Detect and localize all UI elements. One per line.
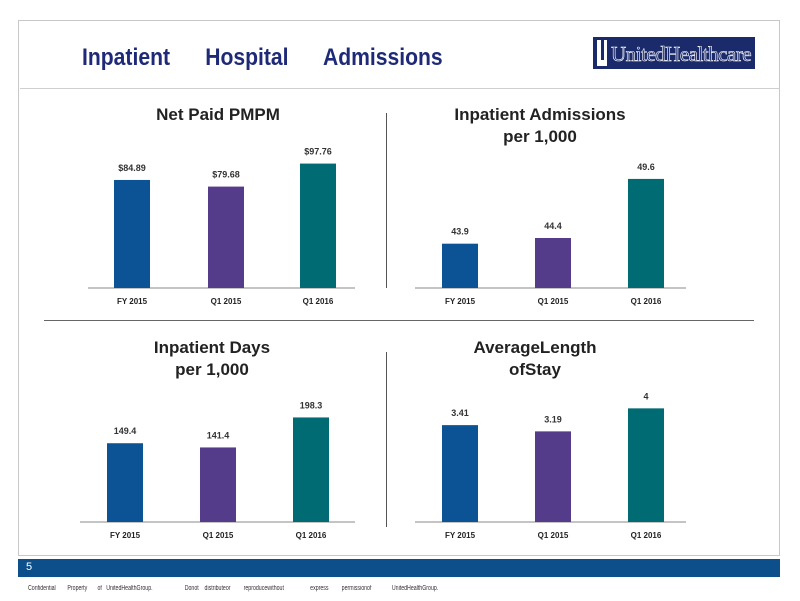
bar [300, 163, 336, 288]
category-tick-label: Q1 2016 [296, 531, 327, 540]
bar [107, 443, 143, 522]
data-label: 43.9 [451, 227, 469, 237]
bar [200, 447, 236, 522]
confidentiality-notice: Confidential Property of UnitedHealthGro… [28, 585, 439, 592]
category-tick-label: FY 2015 [110, 531, 141, 540]
chart-title: Inpatient Days [154, 338, 270, 357]
data-label: 141.4 [207, 430, 230, 440]
data-label: 4 [643, 391, 648, 401]
page-number: 5 [26, 561, 33, 573]
chart-row-divider [44, 320, 754, 321]
category-tick-label: Q1 2015 [211, 297, 242, 306]
bar [535, 238, 571, 288]
data-label: $97.76 [304, 147, 332, 157]
data-label: 3.19 [544, 414, 562, 424]
chart-column-divider-top [386, 113, 387, 288]
chart-title: Net Paid PMPM [156, 105, 280, 124]
bar [628, 408, 664, 522]
bar [535, 431, 571, 522]
data-label: $84.89 [118, 163, 146, 173]
data-label: $79.68 [212, 170, 240, 180]
category-tick-label: FY 2015 [445, 297, 476, 306]
data-label: 3.41 [451, 408, 469, 418]
category-tick-label: Q1 2015 [538, 531, 569, 540]
chart-title: AverageLength [473, 338, 596, 357]
page-title: Inpatient Hospital Admissions [82, 44, 443, 71]
data-label: 198.3 [300, 400, 323, 410]
slide-frame [18, 20, 780, 556]
category-tick-label: Q1 2016 [303, 297, 334, 306]
data-label: 149.4 [114, 426, 137, 436]
bar [442, 425, 478, 522]
bar [293, 417, 329, 522]
category-tick-label: Q1 2015 [538, 297, 569, 306]
category-tick-label: FY 2015 [445, 531, 476, 540]
chart-title: per 1,000 [503, 127, 577, 146]
chart-title: Inpatient Admissions [454, 105, 625, 124]
category-tick-label: Q1 2016 [631, 531, 662, 540]
bar [628, 178, 664, 288]
unitedhealthcare-logo: UnitedHealthcare [593, 37, 755, 69]
bar [208, 186, 244, 288]
title-divider [20, 88, 780, 89]
data-label: 49.6 [637, 162, 655, 172]
chart-column-divider-bottom [386, 352, 387, 527]
category-tick-label: Q1 2016 [631, 297, 662, 306]
bar [442, 243, 478, 288]
category-tick-label: FY 2015 [117, 297, 148, 306]
category-tick-label: Q1 2015 [203, 531, 234, 540]
chart-title: per 1,000 [175, 360, 249, 379]
footer-bar [18, 559, 780, 577]
chart-title: ofStay [509, 360, 562, 379]
logo-text: UnitedHealthcare [611, 42, 752, 67]
data-label: 44.4 [544, 221, 562, 231]
bar [114, 179, 150, 288]
